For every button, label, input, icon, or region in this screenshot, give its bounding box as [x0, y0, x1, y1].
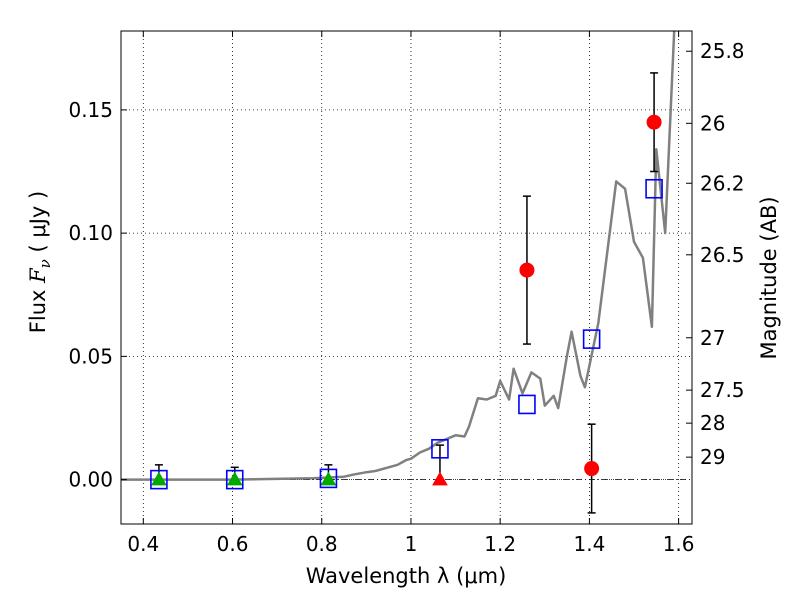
model-photometry-square [431, 439, 449, 459]
model-sed-line [121, 31, 676, 481]
model-photometry-square [645, 178, 663, 199]
y-axis-title-suffix: ( μJy ) [26, 191, 50, 259]
x-axis-title: Wavelength λ (μm) [306, 564, 507, 588]
y2-tick-label: 28 [700, 411, 725, 435]
y2-tick-label: 27 [700, 326, 725, 350]
y-tick-label: 0.15 [68, 98, 113, 122]
y-tick-label: 0.05 [68, 344, 113, 368]
model-photometry-square [319, 468, 338, 489]
y2-tick-label: 26.2 [700, 171, 745, 195]
y2-tick-label: 29 [700, 445, 725, 469]
data-point-red [519, 262, 535, 278]
y-tick-label: 0.10 [68, 221, 113, 245]
model-photometry-square [582, 329, 601, 349]
non-detection-triangle [151, 471, 167, 486]
model-sed-line-group [121, 31, 676, 481]
x-tick-label: 1 [405, 532, 418, 556]
y2-tick-label: 26 [700, 111, 725, 135]
data-point-red [646, 114, 662, 130]
x-tick-label: 1.2 [484, 532, 516, 556]
upper-limit-triangle [432, 471, 448, 486]
ticks-group [121, 31, 692, 524]
model-photometry-square [225, 469, 244, 490]
x-tick-label: 0.6 [217, 532, 249, 556]
grid [121, 31, 692, 524]
y-axis-title-subscript: ν [36, 259, 54, 268]
non-detection-triangle [320, 471, 337, 486]
x-tick-label: 0.4 [127, 532, 159, 556]
y-axis-title-prefix: Flux [26, 283, 50, 333]
y2-tick-label: 25.8 [700, 39, 745, 63]
non-detection-triangle [226, 471, 243, 486]
model-photometry-square [150, 469, 168, 490]
tick-labels-group: 0.4 0.6 0.8 1 1.2 1.4 1.6 0.00 0.05 0.10 0.15 25.8 2… [68, 39, 744, 556]
plot-frame [120, 30, 693, 525]
markers-group [150, 72, 663, 514]
y-tick-label: 0.00 [68, 468, 113, 492]
right-axis-title: Magnitude (AB) [757, 196, 781, 359]
y2-tick-label: 27.5 [700, 378, 745, 402]
data-point-red [584, 461, 600, 477]
x-tick-label: 0.8 [306, 532, 338, 556]
x-tick-label: 1.4 [573, 532, 605, 556]
y-axis-title: Flux Fν ( μJy ) [26, 191, 54, 333]
x-tick-label: 1.6 [663, 532, 695, 556]
model-photometry-square [518, 394, 536, 415]
y-axis-title-symbol: F [26, 267, 50, 284]
y2-tick-label: 26.5 [700, 243, 745, 267]
